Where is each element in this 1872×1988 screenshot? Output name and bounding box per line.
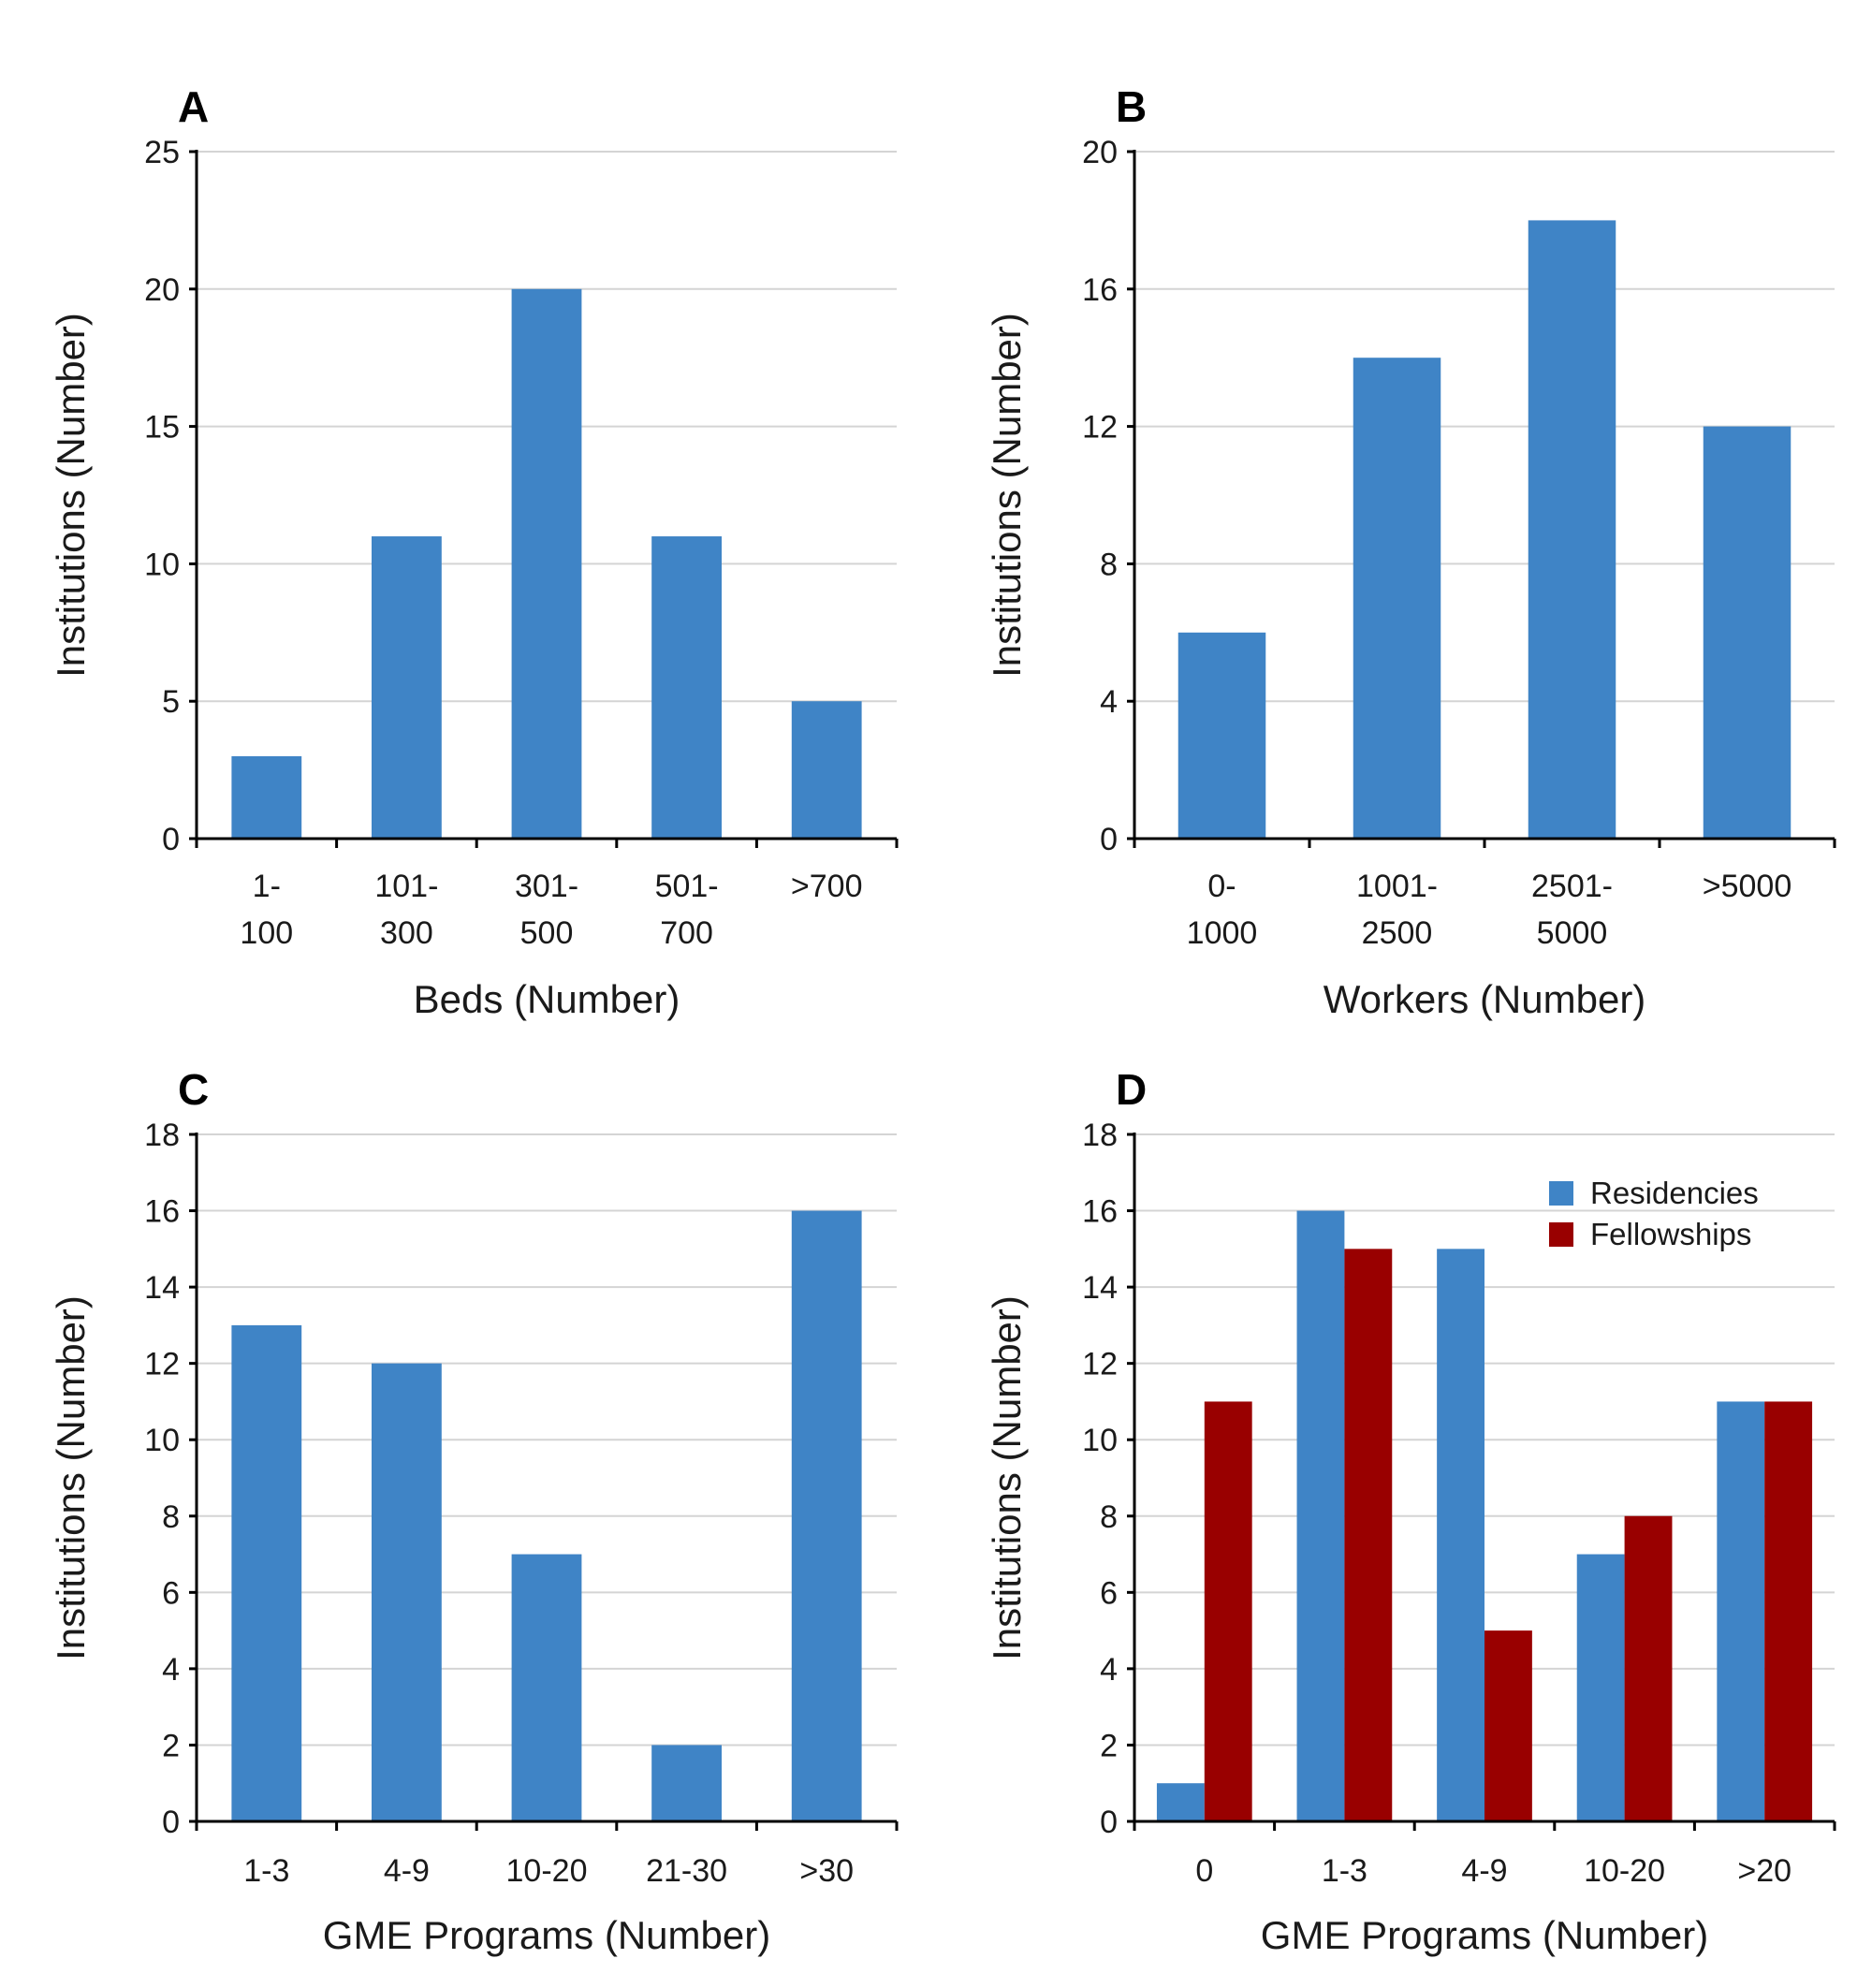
x-tick-label: 4-9 — [384, 1853, 430, 1889]
y-tick-label: 14 — [1082, 1270, 1118, 1306]
y-tick-label: 10 — [144, 1423, 180, 1458]
x-tick-label: 21-30 — [646, 1853, 727, 1889]
y-tick-label: 12 — [1082, 410, 1118, 446]
bar-fellowships — [1344, 1249, 1393, 1821]
bar — [231, 755, 302, 839]
panel-letter: D — [1116, 1065, 1147, 1114]
x-axis-title: Workers (Number) — [1324, 977, 1646, 1021]
bar — [372, 536, 442, 839]
x-tick-label: 10-20 — [1584, 1853, 1665, 1889]
y-tick-label: 16 — [1082, 272, 1118, 308]
bar — [511, 288, 582, 839]
x-tick-label: >700 — [791, 869, 863, 904]
panel-letter: A — [178, 82, 209, 131]
x-tick-label: 10-20 — [506, 1853, 588, 1889]
bar — [511, 1554, 582, 1821]
x-tick-label: 1-3 — [243, 1853, 289, 1889]
y-tick-label: 20 — [144, 272, 180, 308]
legend-swatch — [1549, 1222, 1573, 1247]
y-tick-label: 10 — [144, 547, 180, 582]
y-tick-label: 0 — [162, 822, 180, 857]
x-axis-title: GME Programs (Number) — [1261, 1913, 1708, 1957]
x-axis-title: Beds (Number) — [414, 977, 680, 1021]
y-tick-label: 4 — [1100, 1652, 1118, 1688]
chart-panel-c: C 0 2 4 6 8 10 12 14 16 18 1-3 4-9 10-20 21-30 >30 GME P… — [49, 1065, 899, 1957]
x-tick-label: >20 — [1737, 1853, 1792, 1889]
y-tick-label: 6 — [162, 1575, 180, 1611]
y-tick-label: 0 — [1100, 1805, 1118, 1840]
y-tick-label: 15 — [144, 410, 180, 446]
bar — [1353, 358, 1441, 839]
y-axis-title: Institutions (Number) — [985, 1295, 1029, 1660]
chart-panel-b: B 0 4 8 12 16 20 0-1000 1001-2500 2501-5000 >5000 W… — [985, 82, 1836, 1021]
y-tick-label: 2 — [1100, 1728, 1118, 1763]
y-tick-label: 2 — [162, 1728, 180, 1763]
bar-fellowships — [1764, 1401, 1813, 1821]
y-tick-label: 20 — [1082, 135, 1118, 170]
y-axis-title: Institutions (Number) — [49, 313, 93, 678]
x-tick-label: 4-9 — [1461, 1853, 1507, 1889]
y-tick-label: 16 — [1082, 1194, 1118, 1230]
x-tick-label: 1-3 — [1322, 1853, 1367, 1889]
bar — [651, 1745, 722, 1821]
y-tick-label: 12 — [1082, 1347, 1118, 1382]
bar — [1177, 632, 1266, 839]
y-tick-label: 10 — [1082, 1423, 1118, 1458]
panel-letter: C — [178, 1065, 209, 1114]
legend-label: Residencies — [1590, 1176, 1759, 1210]
bar-fellowships — [1204, 1401, 1252, 1821]
x-tick-label: 0 — [1195, 1853, 1213, 1889]
legend-swatch — [1549, 1181, 1573, 1206]
y-tick-label: 0 — [162, 1805, 180, 1840]
x-tick-label: 0-1000 — [1187, 869, 1258, 951]
y-tick-label: 16 — [144, 1194, 180, 1230]
x-tick-label: 1001-2500 — [1356, 869, 1438, 951]
bar — [372, 1363, 442, 1821]
panel-letter: B — [1116, 82, 1147, 131]
chart-panel-a: A 0 5 10 15 20 25 1-100 101-300 301-500 501-700 >70… — [49, 82, 899, 1021]
bar — [1528, 220, 1616, 839]
bar-residencies — [1717, 1401, 1765, 1821]
bar — [231, 1324, 302, 1821]
x-tick-label: >5000 — [1703, 869, 1792, 904]
chart-panel-d: D 0 2 4 6 8 10 12 14 16 18 0 1-3 4-9 10-20 >20 GME Progr… — [985, 1065, 1836, 1957]
y-tick-label: 14 — [144, 1270, 180, 1306]
bar-residencies — [1437, 1249, 1484, 1821]
x-tick-label: 101-300 — [374, 869, 438, 951]
y-tick-label: 8 — [162, 1499, 180, 1535]
bar-fellowships — [1484, 1630, 1532, 1821]
bar-fellowships — [1624, 1515, 1673, 1821]
y-axis-title: Institutions (Number) — [985, 313, 1029, 678]
bar — [791, 1210, 862, 1821]
bar — [1703, 426, 1792, 839]
bar-residencies — [1156, 1783, 1205, 1821]
y-tick-label: 0 — [1100, 822, 1118, 857]
bar-residencies — [1576, 1554, 1625, 1821]
x-tick-label: 301-500 — [515, 869, 578, 951]
y-tick-label: 5 — [162, 684, 180, 720]
y-tick-label: 8 — [1100, 1499, 1118, 1535]
bar-residencies — [1296, 1210, 1345, 1821]
y-axis-title: Institutions (Number) — [49, 1295, 93, 1660]
x-tick-label: 1-100 — [240, 869, 293, 951]
bar — [651, 536, 722, 839]
x-tick-label: >30 — [799, 1853, 854, 1889]
y-tick-label: 6 — [1100, 1575, 1118, 1611]
x-axis-title: GME Programs (Number) — [323, 1913, 770, 1957]
y-tick-label: 8 — [1100, 547, 1118, 582]
legend-label: Fellowships — [1590, 1217, 1751, 1251]
y-tick-label: 12 — [144, 1347, 180, 1382]
y-tick-label: 18 — [144, 1118, 180, 1153]
x-tick-label: 2501-5000 — [1531, 869, 1613, 951]
y-tick-label: 4 — [162, 1652, 180, 1688]
bar — [791, 701, 862, 839]
y-tick-label: 4 — [1100, 684, 1118, 720]
y-tick-label: 25 — [144, 135, 180, 170]
x-tick-label: 501-700 — [655, 869, 719, 951]
y-tick-label: 18 — [1082, 1118, 1118, 1153]
